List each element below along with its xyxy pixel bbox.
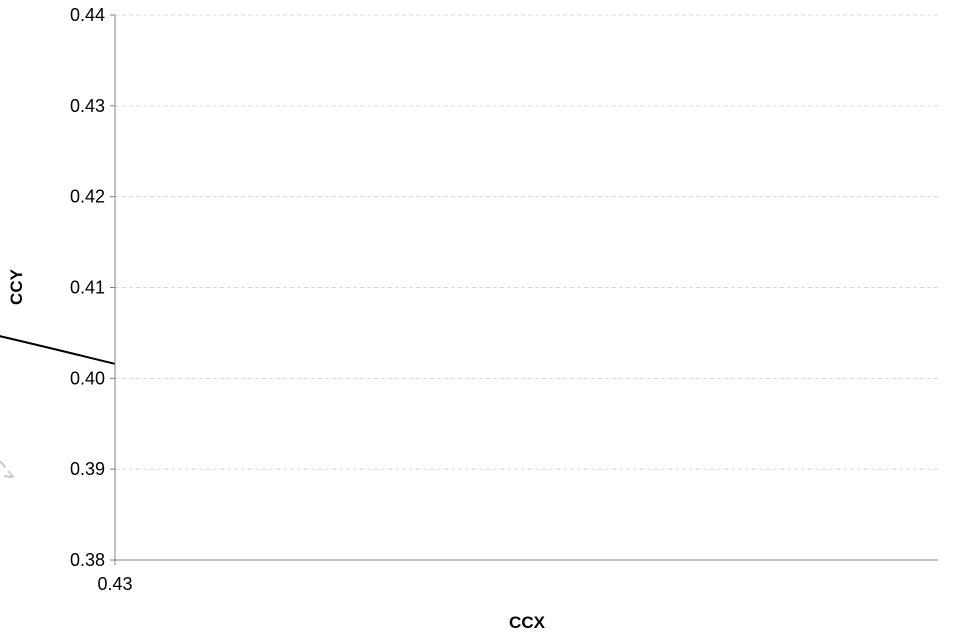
y-tick-label: 0.39 bbox=[70, 459, 105, 479]
x-tick-label: 0.43 bbox=[97, 574, 132, 594]
y-axis-title: CCY bbox=[7, 268, 26, 305]
x-axis-title: CCX bbox=[509, 613, 546, 632]
y-tick-label: 0.40 bbox=[70, 368, 105, 388]
y-tick-label: 0.41 bbox=[70, 278, 105, 298]
axes: 0.430.440.450.460.470.480.490.380.390.40… bbox=[70, 5, 938, 594]
y-tick-label: 0.44 bbox=[70, 5, 105, 25]
grid bbox=[115, 14, 938, 470]
y-tick-label: 0.42 bbox=[70, 187, 105, 207]
series-layer bbox=[0, 335, 116, 479]
y-tick-label: 0.38 bbox=[70, 550, 105, 570]
y-tick-label: 0.43 bbox=[70, 96, 105, 116]
